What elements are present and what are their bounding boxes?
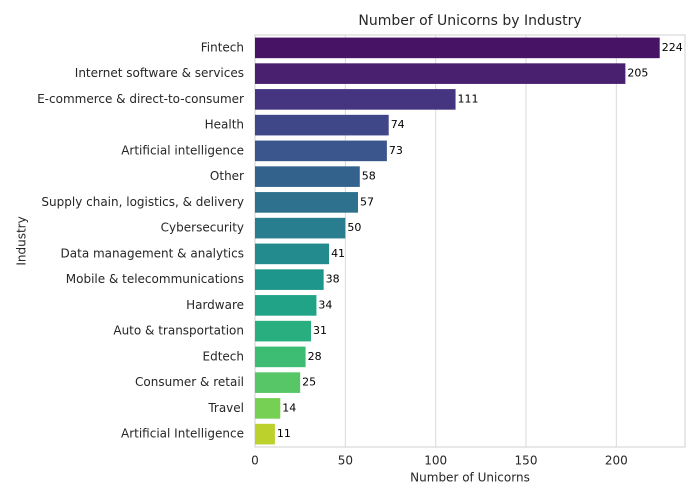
bar <box>255 37 660 59</box>
value-label: 58 <box>362 170 376 183</box>
y-tick-label: Internet software & services <box>75 66 244 80</box>
bar <box>255 423 275 445</box>
value-label: 41 <box>331 247 345 260</box>
y-tick-label: Fintech <box>201 40 244 54</box>
bar <box>255 398 281 419</box>
x-tick-label: 100 <box>424 454 447 468</box>
y-tick-label: E-commerce & direct-to-consumer <box>37 92 244 106</box>
value-label: 57 <box>360 195 374 208</box>
y-tick-label: Supply chain, logistics, & delivery <box>41 195 244 209</box>
bar <box>255 320 312 342</box>
bar <box>255 346 306 368</box>
y-tick-label: Hardware <box>186 298 244 312</box>
bar <box>255 166 360 187</box>
x-tick-label: 150 <box>515 454 538 468</box>
y-axis-label: Industry <box>15 216 29 265</box>
y-tick-label: Artificial intelligence <box>121 143 244 157</box>
value-label: 73 <box>389 144 403 157</box>
bar <box>255 243 330 265</box>
value-label: 31 <box>313 324 327 337</box>
x-tick-label: 50 <box>338 454 353 468</box>
x-axis-label: Number of Unicorns <box>410 471 530 485</box>
x-tick-label: 200 <box>605 454 628 468</box>
bar <box>255 63 626 84</box>
y-tick-label: Other <box>210 169 244 183</box>
value-label: 50 <box>347 221 361 234</box>
bar <box>255 295 317 316</box>
value-label: 205 <box>627 67 648 80</box>
value-label: 34 <box>318 298 332 311</box>
y-tick-label: Travel <box>207 401 244 415</box>
value-label: 28 <box>308 350 322 363</box>
bar <box>255 114 389 136</box>
y-tick-label: Edtech <box>203 349 245 363</box>
value-label: 74 <box>391 118 405 131</box>
y-tick-label: Artificial Intelligence <box>121 427 244 441</box>
y-tick-label: Health <box>205 118 244 132</box>
bar <box>255 269 324 290</box>
y-tick-label: Cybersecurity <box>161 221 244 235</box>
value-label: 25 <box>302 376 316 389</box>
value-label: 224 <box>662 41 683 54</box>
chart-title: Number of Unicorns by Industry <box>358 13 581 29</box>
value-label: 38 <box>326 273 340 286</box>
value-label: 14 <box>282 401 296 414</box>
bar <box>255 89 456 110</box>
bar <box>255 372 301 393</box>
bar <box>255 192 358 213</box>
x-tick-label: 0 <box>251 454 259 468</box>
bar <box>255 217 346 239</box>
y-tick-label: Auto & transportation <box>113 324 244 338</box>
y-tick-label: Consumer & retail <box>135 375 244 389</box>
plot-frame <box>254 34 686 448</box>
value-label: 111 <box>458 92 479 105</box>
y-tick-label: Data management & analytics <box>61 246 244 260</box>
y-tick-label: Mobile & telecommunications <box>66 272 244 286</box>
bar <box>255 140 387 162</box>
value-label: 11 <box>277 427 291 440</box>
